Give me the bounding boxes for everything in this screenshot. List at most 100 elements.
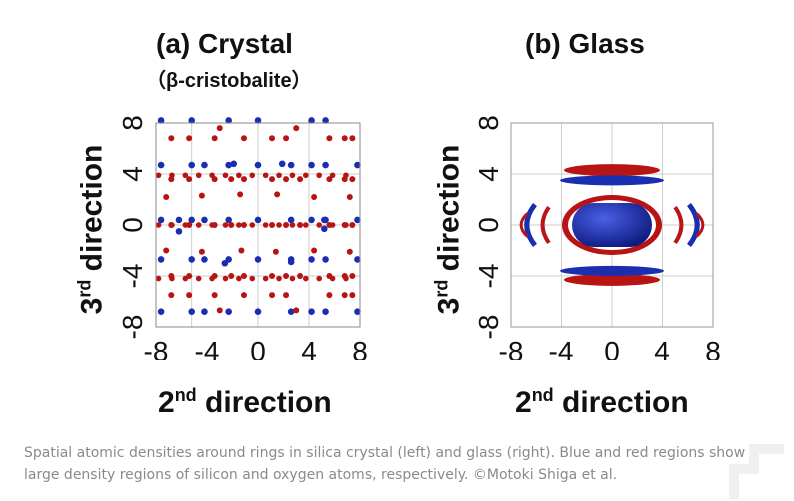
- figure-caption: Spatial atomic densities around rings in…: [24, 445, 746, 483]
- glass-x-tick: 8: [705, 336, 721, 360]
- oxygen-atom: [343, 222, 349, 228]
- oxygen-density-band: [564, 273, 660, 286]
- oxygen-atom: [240, 176, 247, 183]
- silicon-atom: [254, 117, 262, 124]
- oxygen-atom: [236, 172, 242, 179]
- oxygen-density-arc: [519, 212, 529, 238]
- crystal-x-tick: 4: [301, 336, 317, 360]
- glass-y-tick: 4: [473, 166, 504, 182]
- oxygen-atom: [249, 222, 256, 228]
- glass-density-plot: -8 -4 0 4 8: [499, 122, 721, 360]
- crystal-x-tick: 8: [352, 336, 368, 360]
- silicon-atom: [157, 308, 165, 315]
- oxygen-atom: [349, 176, 356, 183]
- silicon-atom: [225, 117, 232, 124]
- glass-frame: [510, 122, 714, 328]
- silicon-atom: [201, 256, 208, 263]
- oxygen-atom: [240, 222, 247, 228]
- oxygen-atom: [289, 222, 296, 228]
- oxygen-atom: [349, 222, 356, 228]
- silicon-atom: [201, 161, 208, 169]
- silicon-atom: [287, 308, 295, 315]
- oxygen-atom: [349, 292, 356, 299]
- oxygen-density-arc: [540, 205, 551, 245]
- silicon-atom: [188, 216, 195, 224]
- silicon-atom: [254, 216, 262, 224]
- glass-y-tick: -4: [473, 264, 504, 289]
- silicon-atom: [322, 308, 329, 315]
- oxygen-atom: [209, 275, 215, 282]
- oxygen-atom: [222, 275, 229, 282]
- silicon-atom: [308, 117, 315, 124]
- oxygen-atom: [297, 273, 304, 279]
- oxygen-atom: [169, 222, 175, 228]
- oxygen-atom: [195, 275, 202, 282]
- silicon-atom: [321, 225, 328, 233]
- glass-x-tick: -4: [549, 336, 574, 360]
- silicon-atom: [221, 259, 229, 267]
- oxygen-atom: [228, 222, 235, 228]
- silicon-atom: [201, 216, 208, 224]
- glass-y-axis-label: 3rd direction: [431, 144, 466, 315]
- oxygen-atom: [262, 172, 269, 179]
- oxygen-atom: [316, 275, 322, 282]
- silicon-atom: [157, 216, 165, 224]
- oxygen-atom: [283, 135, 290, 142]
- oxygen-atom: [341, 292, 348, 299]
- oxygen-atom: [297, 176, 304, 183]
- silicon-atom: [201, 308, 208, 315]
- oxygen-density-arc: [673, 205, 684, 245]
- silicon-atom: [354, 216, 361, 224]
- oxygen-atom: [329, 275, 336, 282]
- oxygen-atom: [262, 222, 269, 228]
- silicon-atom: [287, 161, 295, 169]
- silicon-atom: [287, 216, 295, 224]
- oxygen-atom: [311, 247, 318, 254]
- glass-x-tick: 0: [604, 336, 620, 360]
- silicon-atom: [354, 161, 361, 169]
- oxygen-atom: [283, 292, 290, 299]
- oxygen-atom: [222, 222, 229, 228]
- oxygen-atom: [155, 172, 162, 179]
- oxygen-atom: [283, 273, 290, 279]
- oxygen-atom: [186, 176, 193, 183]
- oxygen-atom: [283, 176, 290, 183]
- oxygen-atom: [169, 172, 175, 179]
- oxygen-atom: [269, 222, 276, 228]
- oxygen-atom: [168, 135, 175, 142]
- oxygen-atom: [169, 275, 175, 282]
- silicon-atom: [188, 117, 195, 124]
- silicon-atom: [354, 308, 361, 315]
- silicon-atom: [308, 256, 315, 263]
- silicon-density-arc: [524, 203, 537, 247]
- silicon-density-core: [572, 203, 652, 247]
- silicon-atom: [287, 258, 295, 266]
- oxygen-atom: [155, 222, 162, 228]
- oxygen-atom: [168, 292, 175, 299]
- oxygen-atom: [289, 275, 296, 282]
- oxygen-atom: [236, 222, 242, 228]
- crystal-frame: [155, 122, 361, 328]
- oxygen-atom: [349, 135, 356, 142]
- glass-x-axis-label: 2nd direction: [515, 385, 689, 419]
- silicon-atom: [188, 161, 195, 169]
- silicon-density-band: [560, 175, 664, 186]
- glass-y-tick: 8: [473, 115, 504, 131]
- oxygen-atom: [163, 193, 170, 200]
- silicon-atom: [254, 308, 262, 315]
- oxygen-atom: [262, 275, 269, 282]
- silicon-atom: [175, 228, 183, 235]
- silicon-atom: [225, 161, 232, 169]
- oxygen-atom: [274, 191, 281, 198]
- oxygen-atom: [238, 247, 245, 254]
- oxygen-density-band: [564, 164, 660, 177]
- oxygen-atom: [276, 275, 282, 282]
- oxygen-atom: [249, 275, 256, 282]
- silicon-atom: [157, 256, 165, 263]
- oxygen-atom: [198, 248, 205, 255]
- oxygen-atom: [240, 273, 247, 279]
- oxygen-atom: [303, 172, 309, 179]
- oxygen-atom: [276, 172, 282, 179]
- oxygen-atom: [209, 172, 215, 179]
- silicon-atom: [230, 160, 238, 168]
